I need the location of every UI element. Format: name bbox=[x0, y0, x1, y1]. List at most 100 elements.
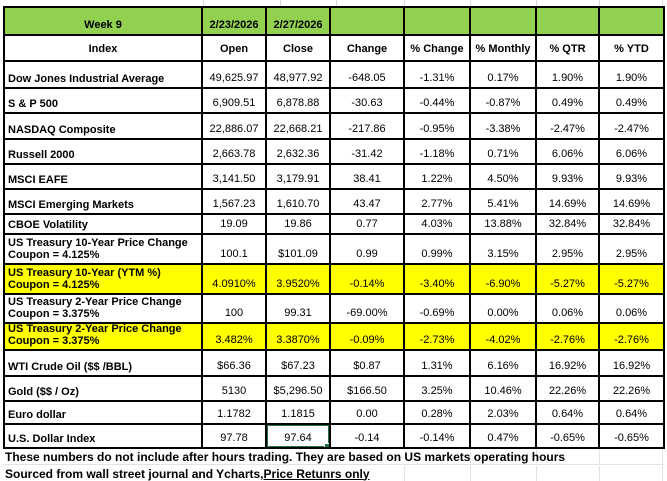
cell-ytd[interactable]: 9.93% bbox=[615, 173, 648, 185]
cell-close[interactable]: 3.3870% bbox=[267, 324, 331, 349]
cell-open[interactable]: $66.36 bbox=[203, 351, 267, 375]
cell-change[interactable]: 0.99% bbox=[405, 235, 471, 263]
cell-open[interactable]: 3,141.50 bbox=[203, 165, 267, 188]
row-label[interactable]: NASDAQ Composite bbox=[5, 114, 203, 138]
cell-monthly[interactable]: -4.02% bbox=[471, 324, 537, 349]
cell-change[interactable]: -3.40% bbox=[405, 265, 471, 293]
cell-change[interactable]: -0.14% bbox=[331, 265, 405, 293]
cell-change[interactable]: -30.63 bbox=[331, 89, 405, 112]
cell-qtr[interactable]: 0.64% bbox=[537, 402, 600, 423]
cell-close[interactable]: 19.86 bbox=[267, 215, 331, 233]
cell-change[interactable]: 0.00 bbox=[331, 402, 405, 423]
empty-header-cell[interactable] bbox=[331, 8, 405, 34]
cell-change[interactable]: 0.99 bbox=[331, 235, 405, 263]
cell-close[interactable]: 3.9520% bbox=[267, 265, 331, 293]
cell-open[interactable]: 97.78 bbox=[203, 425, 267, 447]
cell-close[interactable]: 22,668.21 bbox=[267, 114, 331, 138]
cell-monthly[interactable]: -3.38% bbox=[471, 114, 537, 138]
cell-ytd[interactable]: -5.27% bbox=[600, 265, 663, 293]
cell-monthly[interactable]: 10.46% bbox=[471, 377, 537, 400]
cell-monthly[interactable]: 0.17% bbox=[471, 62, 537, 87]
cell-qtr[interactable]: 32.84% bbox=[537, 215, 600, 233]
cell-open[interactable]: 22,886.07 bbox=[203, 114, 267, 138]
column-header-index[interactable]: Index bbox=[5, 36, 203, 60]
cell-close[interactable]: 2,632.36 bbox=[267, 140, 331, 163]
cell-ytd[interactable]: 1.90% bbox=[615, 72, 648, 84]
cell-close[interactable]: 6,878.88 bbox=[267, 89, 331, 112]
cell-change[interactable]: -0.95% bbox=[405, 114, 471, 138]
cell-change[interactable]: -69.00% bbox=[331, 295, 405, 322]
row-label[interactable]: US Treasury 10-Year (YTM %) Coupon = 4.1… bbox=[5, 265, 203, 293]
cell-open[interactable]: 2,663.78 bbox=[203, 140, 267, 163]
cell-close[interactable]: $67.23 bbox=[267, 351, 331, 375]
cell-change[interactable]: 2.77% bbox=[405, 190, 471, 213]
cell-ytd[interactable]: 6.06% bbox=[615, 148, 648, 160]
row-label[interactable]: MSCI Emerging Markets bbox=[5, 190, 203, 213]
cell-monthly[interactable]: -6.90% bbox=[471, 265, 537, 293]
cell-qtr[interactable]: 14.69% bbox=[537, 190, 600, 213]
cell-qtr[interactable]: 0.49% bbox=[537, 89, 600, 112]
cell-open[interactable]: 100 bbox=[203, 295, 267, 322]
cell-change[interactable]: -0.14 bbox=[331, 425, 405, 447]
cell-change[interactable]: -1.31% bbox=[405, 62, 471, 87]
empty-header-cell[interactable] bbox=[405, 8, 471, 34]
row-label[interactable]: Dow Jones Industrial Average bbox=[5, 62, 203, 87]
cell-qtr[interactable]: 0.06% bbox=[537, 295, 600, 322]
empty-header-cell[interactable] bbox=[600, 8, 663, 34]
cell-change[interactable]: -0.69% bbox=[405, 295, 471, 322]
empty-header-cell[interactable] bbox=[537, 8, 600, 34]
row-label[interactable]: MSCI EAFE bbox=[5, 165, 203, 188]
cell-monthly[interactable]: 0.47% bbox=[471, 425, 537, 447]
empty-header-cell[interactable] bbox=[471, 8, 537, 34]
cell-close[interactable]: $5,296.50 bbox=[267, 377, 331, 400]
open-date-cell[interactable]: 2/23/2026 bbox=[203, 8, 267, 34]
cell-qtr[interactable]: -2.47% bbox=[537, 114, 600, 138]
cell-open[interactable]: 19.09 bbox=[203, 215, 267, 233]
cell-change[interactable]: 3.25% bbox=[405, 377, 471, 400]
price-returns-link[interactable]: Price Retunrs only bbox=[263, 466, 370, 481]
cell-change[interactable]: -0.44% bbox=[405, 89, 471, 112]
cell-monthly[interactable]: 6.16% bbox=[471, 351, 537, 375]
cell-monthly[interactable]: 0.71% bbox=[471, 140, 537, 163]
cell-close[interactable]: $101.09 bbox=[267, 235, 331, 263]
cell-qtr[interactable]: 16.92% bbox=[537, 351, 600, 375]
cell-change[interactable]: 38.41 bbox=[331, 165, 405, 188]
cell-ytd[interactable]: 14.69% bbox=[612, 198, 651, 210]
cell-qtr[interactable]: -2.76% bbox=[537, 324, 600, 349]
cell-ytd[interactable]: 0.49% bbox=[615, 97, 648, 109]
cell-monthly[interactable]: 3.15% bbox=[471, 235, 537, 263]
cell-open[interactable]: 1.1782 bbox=[203, 402, 267, 423]
cell-ytd[interactable]: -0.65% bbox=[614, 432, 649, 444]
cell-ytd[interactable]: 32.84% bbox=[612, 218, 651, 230]
cell-change[interactable]: 1.22% bbox=[405, 165, 471, 188]
row-label[interactable]: U.S. Dollar Index bbox=[5, 425, 203, 447]
cell-ytd[interactable]: 16.92% bbox=[612, 360, 651, 372]
cell-change[interactable]: -1.18% bbox=[405, 140, 471, 163]
cell-qtr[interactable]: 9.93% bbox=[537, 165, 600, 188]
cell-ytd[interactable]: 0.64% bbox=[615, 408, 648, 420]
column-header-change[interactable]: Change bbox=[331, 36, 405, 60]
week-label-cell[interactable]: Week 9 bbox=[5, 8, 203, 34]
cell-change[interactable]: $166.50 bbox=[331, 377, 405, 400]
cell-ytd[interactable]: -2.76% bbox=[600, 324, 663, 349]
cell-open[interactable]: 49,625.97 bbox=[203, 62, 267, 87]
cell-open[interactable]: 3.482% bbox=[203, 324, 267, 349]
cell-change[interactable]: -0.09% bbox=[331, 324, 405, 349]
cell-open[interactable]: 100.1 bbox=[203, 235, 267, 263]
cell-monthly[interactable]: 13.88% bbox=[471, 215, 537, 233]
column-header-close[interactable]: Close bbox=[267, 36, 331, 60]
cell-close[interactable]: 3,179.91 bbox=[267, 165, 331, 188]
cell-qtr[interactable]: 22.26% bbox=[537, 377, 600, 400]
cell-close[interactable]: 99.31 bbox=[267, 295, 331, 322]
cell-ytd[interactable]: -2.47% bbox=[614, 123, 649, 135]
row-label[interactable]: WTI Crude Oil ($$ /BBL) bbox=[5, 351, 203, 375]
row-label[interactable]: US Treasury 2-Year Price Change Coupon =… bbox=[5, 324, 203, 349]
cell-qtr[interactable]: -5.27% bbox=[537, 265, 600, 293]
cell-open[interactable]: 1,567.23 bbox=[203, 190, 267, 213]
column-header-pct-qtr[interactable]: % QTR bbox=[537, 36, 600, 60]
column-header-pct-monthly[interactable]: % Monthly bbox=[471, 36, 537, 60]
cell-qtr[interactable]: 1.90% bbox=[537, 62, 600, 87]
cell-qtr[interactable]: 2.95% bbox=[537, 235, 600, 263]
cell-close[interactable]: 48,977.92 bbox=[267, 62, 331, 87]
close-date-cell[interactable]: 2/27/2026 bbox=[267, 8, 331, 34]
